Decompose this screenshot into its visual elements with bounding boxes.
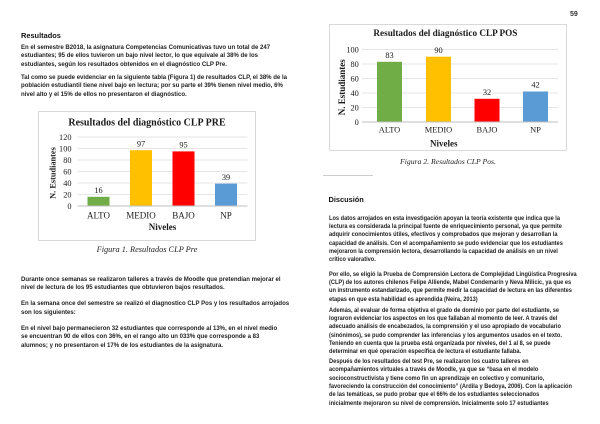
svg-text:NP: NP — [220, 211, 232, 221]
svg-text:Niveles: Niveles — [149, 222, 177, 232]
svg-text:NP: NP — [530, 126, 541, 135]
svg-text:BAJO: BAJO — [477, 126, 498, 135]
svg-text:ALTO: ALTO — [87, 211, 111, 221]
svg-text:N. Estudiantes: N. Estudiantes — [337, 59, 347, 116]
svg-text:90: 90 — [434, 46, 442, 55]
svg-text:120: 120 — [59, 133, 71, 142]
svg-text:97: 97 — [137, 139, 145, 148]
svg-text:20: 20 — [351, 103, 359, 112]
svg-text:80: 80 — [351, 60, 359, 69]
svg-text:100: 100 — [346, 45, 358, 54]
svg-text:40: 40 — [63, 179, 71, 188]
svg-text:32: 32 — [483, 88, 491, 97]
svg-text:Niveles: Niveles — [430, 138, 458, 148]
svg-text:100: 100 — [59, 144, 71, 153]
svg-text:MEDIO: MEDIO — [126, 211, 156, 221]
svg-text:80: 80 — [63, 156, 71, 165]
svg-text:60: 60 — [63, 167, 71, 176]
svg-text:0: 0 — [67, 202, 71, 211]
svg-text:Resultados del diagnóstico CLP: Resultados del diagnóstico CLP POS — [373, 28, 517, 38]
svg-text:MEDIO: MEDIO — [425, 126, 452, 135]
svg-text:0: 0 — [355, 118, 359, 127]
svg-text:16: 16 — [94, 186, 102, 195]
svg-text:42: 42 — [531, 81, 539, 90]
svg-text:Resultados del diagnóstico CLP: Resultados del diagnóstico CLP PRE — [68, 117, 226, 128]
svg-text:N. Estudiantes: N. Estudiantes — [49, 146, 58, 198]
svg-text:83: 83 — [385, 51, 393, 60]
svg-text:40: 40 — [351, 89, 359, 98]
svg-text:20: 20 — [63, 190, 71, 199]
svg-text:BAJO: BAJO — [172, 211, 195, 221]
svg-text:39: 39 — [222, 173, 230, 182]
svg-text:60: 60 — [351, 74, 359, 83]
svg-text:95: 95 — [179, 141, 187, 150]
svg-text:ALTO: ALTO — [379, 126, 400, 135]
